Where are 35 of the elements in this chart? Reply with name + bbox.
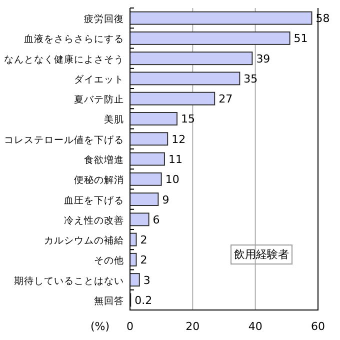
y-tick-label: 便秘の解消 (74, 174, 124, 186)
y-tick-label: なんとなく健康によさそう (4, 53, 124, 66)
x-tick-label: 40 (248, 320, 262, 333)
y-tick-label: カルシウムの補給 (44, 234, 124, 247)
x-tick-label: 0 (126, 320, 134, 333)
data-label: 6 (152, 213, 160, 226)
data-label: 3 (143, 274, 150, 287)
annotation: 飲用経験者 (234, 248, 289, 261)
x-tick-label: 20 (186, 320, 200, 333)
data-label: 2 (140, 234, 148, 247)
data-label: 35 (244, 72, 258, 86)
y-tick-label: 期待していることはない (14, 274, 124, 287)
y-tick-label: 食欲増進 (84, 154, 124, 166)
y-tick-label: 夏バテ防止 (74, 94, 124, 106)
x-tick-label: 60 (311, 320, 325, 333)
y-tick-label: 無回答 (94, 294, 124, 307)
y-tick-label: 血圧を下げる (64, 194, 124, 206)
data-label: 11 (168, 153, 182, 166)
data-label: 10 (165, 173, 180, 186)
y-tick-label: 血液をさらさらにする (24, 33, 124, 46)
y-tick-label: 疲労回復 (84, 13, 124, 26)
y-tick-label: その他 (94, 254, 124, 267)
data-label: 9 (162, 193, 170, 206)
data-label: 51 (294, 32, 308, 46)
data-label: 0.2 (134, 294, 152, 307)
data-label: 12 (172, 132, 186, 146)
y-tick-label: 冷え性の改善 (64, 214, 124, 226)
y-tick-label: コレステロール値を下げる (4, 134, 124, 146)
data-label: 2 (140, 254, 148, 267)
x-axis-title: (%) (90, 320, 110, 333)
data-label: 39 (256, 52, 270, 66)
data-label: 27 (218, 92, 233, 106)
data-label: 15 (181, 112, 195, 126)
y-tick-label: 美肌 (104, 114, 124, 126)
y-tick-label: ダイエット (74, 73, 124, 86)
